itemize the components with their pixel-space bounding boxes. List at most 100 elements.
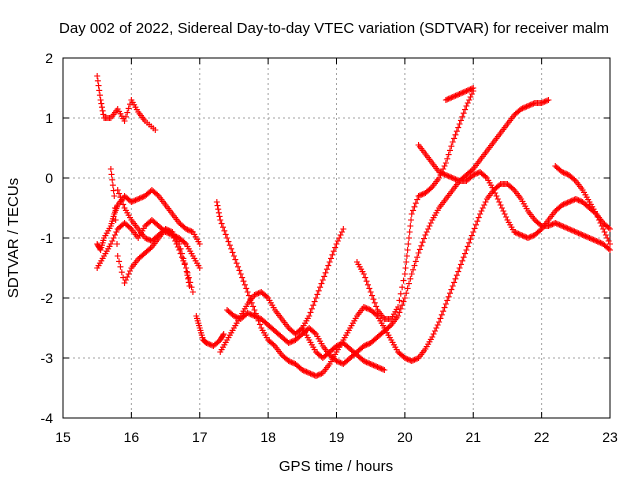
data-point — [374, 364, 381, 370]
data-point — [152, 127, 159, 133]
data-point — [187, 227, 194, 234]
data-point — [445, 151, 452, 158]
data-point — [116, 258, 123, 265]
data-point — [244, 310, 251, 316]
data-point — [118, 197, 125, 204]
data-point — [575, 230, 582, 237]
data-point — [174, 244, 181, 250]
data-point — [369, 361, 376, 368]
data-point — [549, 221, 556, 228]
data-point — [447, 173, 454, 180]
data-point — [256, 289, 263, 296]
data-point — [470, 85, 477, 91]
data-point — [96, 87, 103, 94]
data-point — [251, 292, 258, 298]
data-point — [522, 233, 529, 240]
data-point — [444, 172, 451, 179]
data-point — [556, 221, 563, 228]
data-point — [395, 304, 402, 310]
series-track-e — [114, 187, 193, 289]
data-point — [464, 243, 471, 250]
data-point — [527, 233, 534, 240]
data-point — [466, 86, 473, 93]
data-point — [501, 211, 508, 217]
data-point — [168, 230, 175, 237]
data-point — [170, 235, 177, 241]
data-point — [373, 311, 380, 318]
data-point — [442, 172, 449, 178]
data-point — [310, 302, 317, 309]
data-point — [377, 365, 384, 372]
data-point — [219, 332, 226, 339]
data-point — [563, 224, 570, 231]
data-point — [590, 236, 597, 243]
y-tick-label: -2 — [41, 290, 54, 306]
data-point — [243, 285, 250, 292]
data-point — [110, 187, 117, 194]
data-point — [99, 107, 106, 114]
data-point — [457, 261, 464, 268]
data-point — [542, 98, 549, 105]
data-point — [235, 263, 242, 270]
data-point — [404, 356, 411, 363]
data-point — [401, 295, 408, 301]
data-point — [110, 235, 117, 241]
data-point — [438, 170, 445, 177]
data-point — [466, 97, 473, 103]
series-track-n — [552, 163, 613, 247]
data-point — [583, 233, 590, 240]
data-point — [400, 298, 407, 305]
data-point — [94, 77, 101, 84]
data-point — [304, 369, 311, 376]
data-point — [239, 274, 246, 281]
y-axis-label: SDTVAR / TECUs — [5, 178, 22, 298]
data-point — [332, 244, 339, 251]
data-point — [605, 245, 612, 252]
data-point — [427, 220, 434, 226]
data-point — [463, 247, 470, 253]
data-point — [529, 233, 536, 240]
data-point — [516, 231, 523, 238]
data-point — [397, 290, 404, 297]
data-point — [306, 313, 313, 319]
data-point — [371, 299, 378, 306]
data-point — [468, 232, 475, 239]
data-point — [500, 208, 507, 214]
data-point — [256, 321, 263, 328]
data-point — [503, 214, 510, 220]
data-point — [574, 229, 581, 236]
data-point — [307, 309, 314, 316]
data-point — [442, 97, 449, 103]
data-point — [467, 94, 474, 100]
data-point — [468, 91, 475, 97]
data-point — [336, 341, 343, 348]
data-point — [311, 329, 318, 336]
data-point — [245, 310, 252, 317]
data-point — [96, 92, 103, 99]
data-point — [474, 218, 481, 225]
data-point — [330, 248, 337, 255]
data-point — [437, 315, 444, 322]
data-point — [188, 228, 195, 235]
data-point — [214, 202, 221, 209]
data-point — [252, 313, 259, 320]
data-point — [449, 283, 456, 289]
data-point — [329, 251, 336, 258]
data-point — [559, 169, 566, 175]
data-point — [552, 220, 559, 226]
data-point — [147, 237, 154, 244]
data-point — [455, 91, 462, 98]
data-point — [555, 221, 562, 228]
data-point — [415, 250, 422, 256]
data-point — [518, 232, 525, 238]
data-point — [402, 265, 409, 271]
data-point — [493, 193, 500, 199]
data-point — [334, 358, 341, 365]
data-point — [373, 303, 380, 310]
data-point — [529, 101, 536, 108]
data-point — [336, 235, 343, 241]
data-point — [247, 311, 254, 318]
y-tick-label: 0 — [45, 170, 53, 186]
data-point — [364, 281, 371, 288]
data-point — [436, 169, 443, 175]
